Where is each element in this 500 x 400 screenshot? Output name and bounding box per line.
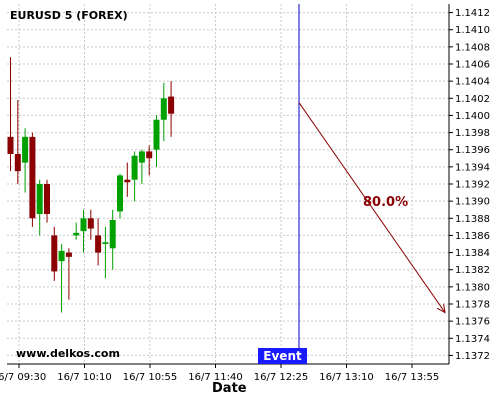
y-tick-label: 1.1410 bbox=[455, 25, 490, 36]
candle-body bbox=[117, 175, 123, 212]
candle-body bbox=[65, 252, 72, 257]
chart-title: EURUSD 5 (FOREX) bbox=[10, 9, 128, 22]
watermark: www.delkos.com bbox=[16, 347, 120, 360]
candle-body bbox=[7, 136, 14, 154]
x-tick-label: 16/7 09:30 bbox=[0, 372, 46, 383]
y-tick-label: 1.1396 bbox=[455, 145, 490, 156]
candle-body bbox=[14, 154, 21, 172]
candle-body bbox=[58, 250, 65, 262]
y-tick-label: 1.1404 bbox=[455, 77, 490, 88]
candle-body bbox=[22, 136, 29, 163]
x-tick-label: 16/7 10:55 bbox=[123, 372, 177, 383]
x-tick-label: 16/7 13:55 bbox=[385, 372, 439, 383]
candle-body bbox=[73, 232, 80, 236]
y-tick-label: 1.1412 bbox=[455, 8, 490, 19]
y-tick-label: 1.1380 bbox=[455, 282, 490, 293]
y-tick-label: 1.1384 bbox=[455, 248, 490, 259]
x-tick-label: 16/7 12:25 bbox=[254, 372, 308, 383]
y-tick-label: 1.1402 bbox=[455, 94, 490, 105]
forecast-arrow-head bbox=[436, 303, 446, 314]
y-tick-label: 1.1382 bbox=[455, 265, 490, 276]
y-tick-label: 1.1406 bbox=[455, 60, 490, 71]
y-tick-label: 1.1408 bbox=[455, 42, 490, 53]
candle-body bbox=[153, 119, 160, 150]
candle-body bbox=[124, 179, 131, 183]
candle-body bbox=[138, 151, 145, 163]
candle-body bbox=[160, 98, 167, 120]
x-tick-label: 16/7 11:40 bbox=[188, 372, 242, 383]
forecast-percent-label: 80.0% bbox=[363, 195, 409, 210]
y-tick-label: 1.1388 bbox=[455, 214, 490, 225]
y-tick-label: 1.1392 bbox=[455, 180, 490, 191]
candle-body bbox=[87, 218, 94, 229]
candle-body bbox=[80, 218, 87, 232]
y-tick-label: 1.1386 bbox=[455, 231, 490, 242]
candle-body bbox=[44, 184, 50, 214]
y-tick-label: 1.1376 bbox=[455, 317, 490, 328]
candle-body bbox=[102, 242, 109, 244]
x-axis-label: Date bbox=[212, 381, 247, 396]
y-tick-label: 1.1390 bbox=[455, 197, 490, 208]
x-tick-label: 16/7 10:10 bbox=[57, 372, 111, 383]
candle-body bbox=[51, 235, 58, 272]
candle-body bbox=[109, 220, 116, 249]
candle-body bbox=[36, 184, 43, 214]
y-tick-label: 1.1378 bbox=[455, 300, 490, 311]
y-tick-label: 1.1374 bbox=[455, 334, 490, 345]
y-tick-label: 1.1394 bbox=[455, 162, 490, 173]
y-tick-label: 1.1372 bbox=[455, 351, 490, 362]
event-label: Event bbox=[258, 348, 307, 364]
candle-body bbox=[131, 155, 138, 180]
candle-body bbox=[146, 151, 153, 159]
candle-body bbox=[29, 136, 36, 219]
candle-body bbox=[168, 96, 175, 114]
y-tick-label: 1.1400 bbox=[455, 111, 490, 122]
x-tick-label: 16/7 13:10 bbox=[319, 372, 373, 383]
y-tick-label: 1.1398 bbox=[455, 128, 490, 139]
forecast-arrow-line bbox=[298, 102, 446, 313]
candle-body bbox=[95, 235, 102, 253]
